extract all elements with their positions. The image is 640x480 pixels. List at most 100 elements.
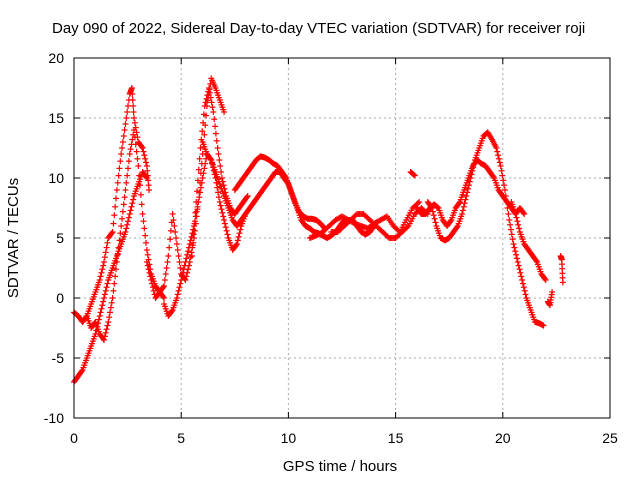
data-point [187, 254, 194, 261]
data-point [513, 251, 520, 258]
data-point [113, 266, 120, 273]
data-point [517, 269, 524, 276]
data-point [108, 299, 115, 306]
data-point [127, 207, 134, 214]
data-point [456, 200, 463, 207]
data-point [184, 251, 191, 258]
data-point [115, 172, 122, 179]
data-point [113, 195, 120, 202]
data-point [495, 155, 502, 162]
data-point [176, 259, 183, 265]
data-point [411, 172, 418, 179]
data-point [506, 217, 513, 223]
data-point [434, 204, 441, 211]
data-point [149, 284, 156, 291]
data-point [138, 201, 145, 208]
data-point [193, 208, 200, 215]
data-point [183, 255, 190, 262]
data-point [113, 259, 120, 265]
data-point [141, 152, 148, 159]
data-point [101, 333, 108, 340]
data-point [512, 248, 519, 255]
data-point [129, 97, 136, 103]
data-point [173, 241, 180, 247]
data-point [129, 91, 136, 97]
data-point [493, 145, 500, 151]
data-point [165, 253, 172, 259]
data-point [221, 220, 228, 227]
data-point [220, 182, 227, 189]
data-point [178, 277, 185, 283]
data-point [432, 219, 439, 226]
y-tick-label: 5 [56, 230, 64, 246]
data-point [200, 111, 207, 118]
x-tick-label: 20 [495, 430, 511, 446]
data-point [135, 163, 142, 169]
data-point [188, 253, 195, 259]
data-point [125, 103, 132, 109]
data-point [116, 237, 123, 244]
data-point [146, 269, 153, 276]
data-point [173, 235, 180, 241]
data-point [507, 226, 514, 233]
data-point [113, 187, 120, 193]
data-point [100, 262, 107, 269]
data-point [119, 208, 126, 215]
data-point [122, 229, 129, 235]
data-point [207, 155, 214, 162]
data-point [218, 206, 225, 213]
data-point [119, 145, 126, 151]
data-point [126, 211, 133, 217]
data-point [465, 185, 472, 192]
data-point [462, 196, 469, 203]
data-point [471, 160, 478, 167]
data-point [172, 229, 179, 235]
data-point [125, 158, 132, 165]
data-point [468, 171, 475, 178]
data-point [201, 165, 208, 172]
data-point [540, 322, 547, 329]
data-point [98, 305, 105, 312]
data-point [139, 145, 146, 151]
data-point [142, 232, 149, 239]
data-point [128, 203, 135, 210]
data-point [142, 155, 149, 162]
data-point [186, 241, 193, 247]
data-point [516, 225, 523, 232]
data-point [102, 249, 109, 256]
data-point [203, 95, 210, 102]
data-point [160, 293, 167, 300]
data-point [147, 273, 154, 280]
data-point [217, 202, 224, 209]
data-point [459, 207, 466, 214]
data-point [185, 244, 192, 251]
data-point [124, 109, 131, 115]
data-point [112, 273, 119, 280]
data-point [461, 200, 468, 207]
data-point [498, 167, 505, 174]
y-axis-label: SDTVAR / TECUs [5, 178, 22, 298]
data-point [201, 131, 208, 138]
data-point [143, 259, 150, 265]
data-point [125, 218, 132, 225]
data-point [107, 304, 114, 311]
data-point [106, 314, 113, 321]
data-point [208, 99, 215, 106]
data-point [522, 291, 529, 298]
data-point [220, 213, 227, 220]
data-point [217, 163, 224, 169]
data-point [125, 165, 132, 172]
data-point [168, 308, 175, 315]
x-tick-labels: 0 5 10 15 20 25 [70, 430, 618, 446]
data-point [96, 277, 103, 283]
data-point [164, 259, 171, 265]
data-point [202, 160, 209, 167]
data-point [174, 247, 181, 253]
data-point [97, 273, 104, 280]
data-point [284, 179, 291, 186]
data-point [430, 212, 437, 219]
data-point [501, 182, 508, 189]
data-point [518, 273, 525, 280]
data-point [521, 211, 528, 217]
data-point [167, 236, 174, 243]
